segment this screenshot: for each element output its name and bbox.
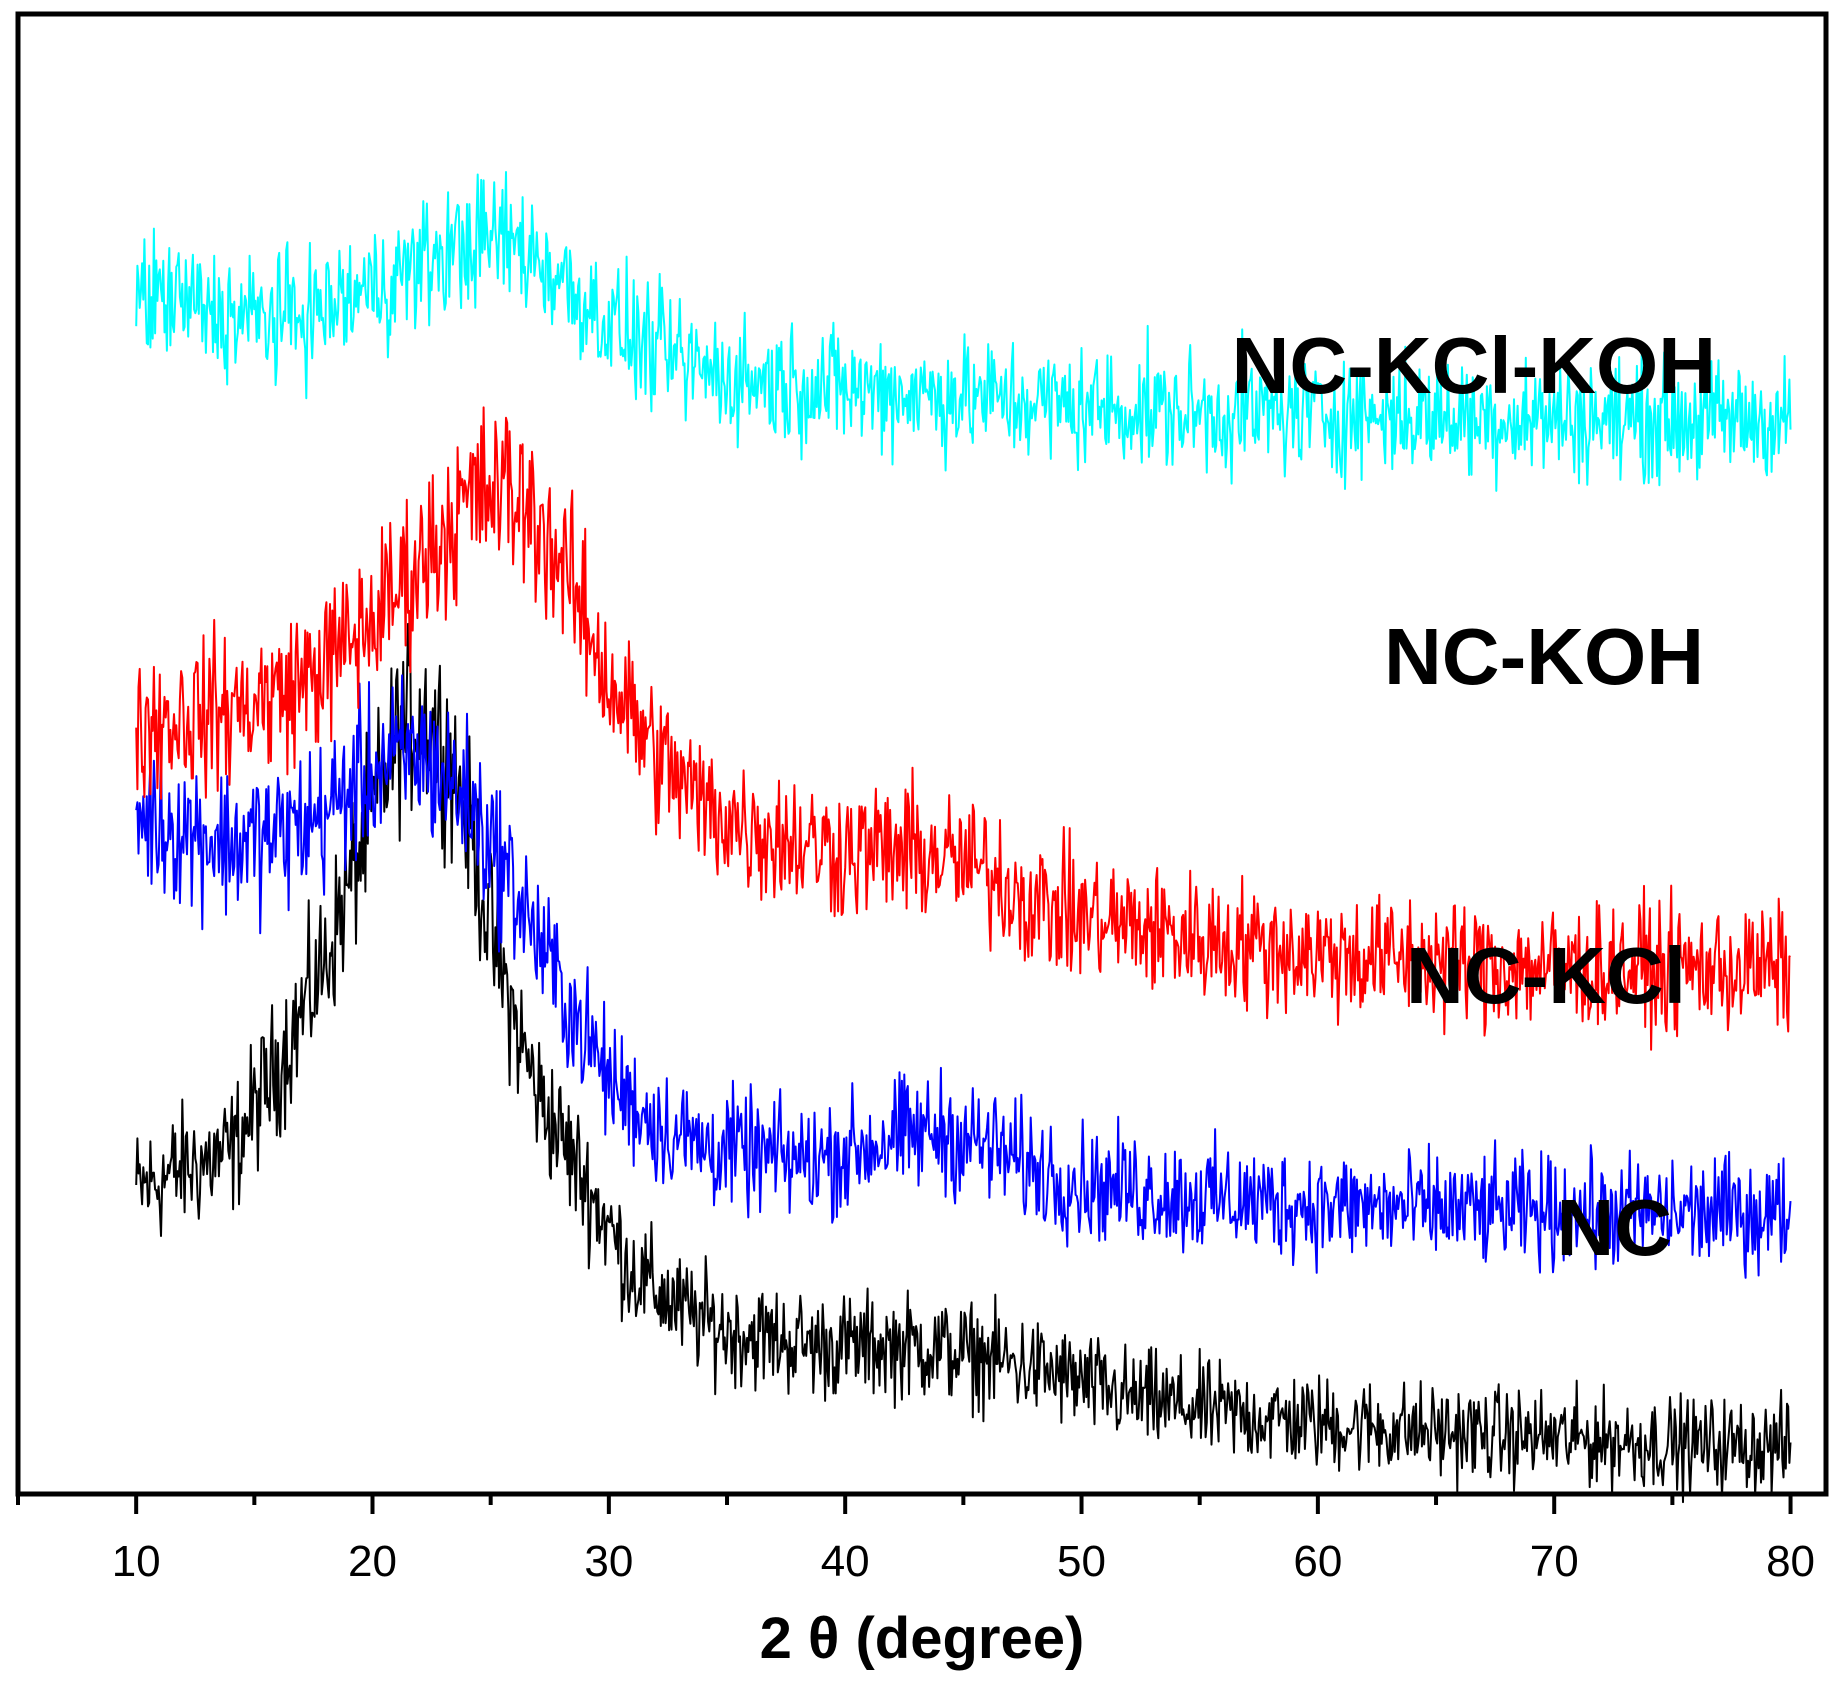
x-tick-label-30: 30	[584, 1537, 633, 1586]
x-tick-label-40: 40	[821, 1537, 870, 1586]
series-layer	[135, 171, 1792, 1504]
plot-frame	[15, 11, 1829, 1497]
series-line-nc-kcl-koh	[135, 171, 1792, 492]
x-tick-label-10: 10	[112, 1537, 161, 1586]
x-tick-label-50: 50	[1057, 1537, 1106, 1586]
series-label-nc: NC	[1556, 1183, 1672, 1272]
x-tick-label-70: 70	[1530, 1537, 1579, 1586]
series-label-nc-kcl: NC-KCl	[1406, 931, 1686, 1020]
x-tick-label-60: 60	[1293, 1537, 1342, 1586]
x-axis-title: 2 θ (degree)	[760, 1606, 1085, 1671]
series-line-nc-koh	[135, 406, 1791, 1051]
x-tick-label-20: 20	[348, 1537, 397, 1586]
x-tick-label-80: 80	[1766, 1537, 1815, 1586]
series-labels: NC NC-KCl NC-KOH NC-KCl-KOH	[1232, 321, 1716, 1272]
x-axis-ticks	[16, 1494, 1793, 1514]
series-line-nc-kcl	[135, 674, 1792, 1279]
series-label-nc-kcl-koh: NC-KCl-KOH	[1232, 321, 1716, 410]
x-axis-tick-labels: 10 20 30 40 50 60 70 80	[112, 1537, 1815, 1586]
series-line-nc	[135, 622, 1792, 1504]
series-label-nc-koh: NC-KOH	[1384, 612, 1704, 701]
